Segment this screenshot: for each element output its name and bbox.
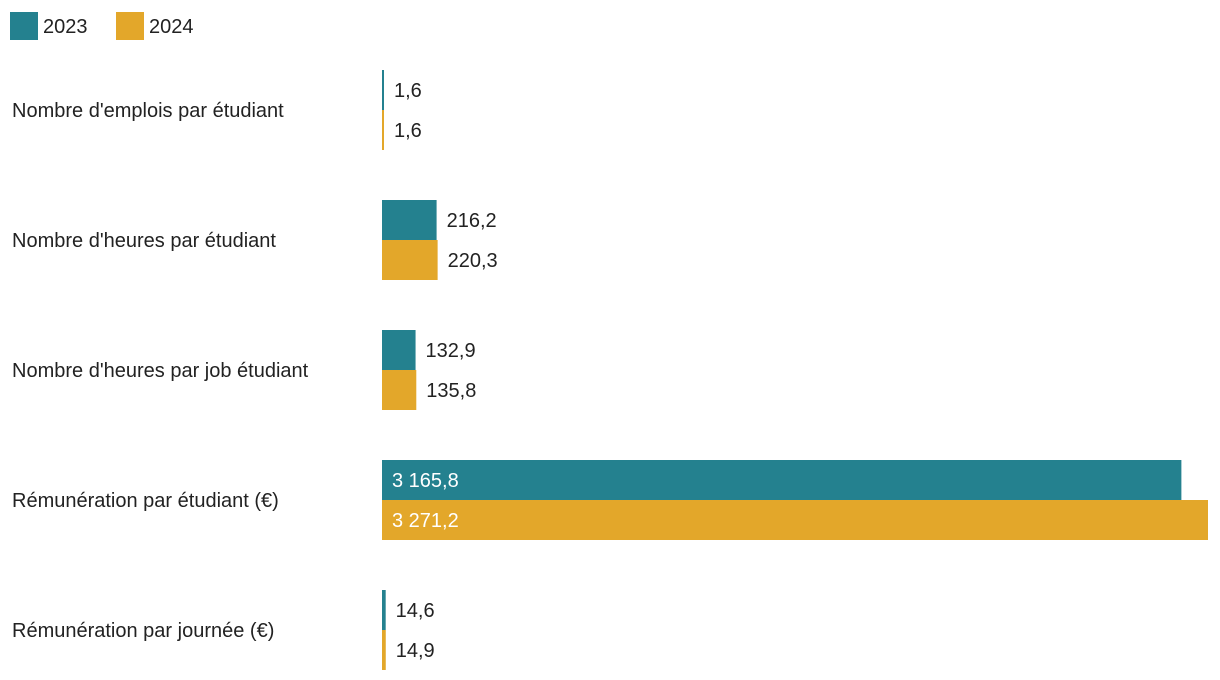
value-label: 14,9	[396, 640, 435, 662]
bar-2023	[382, 330, 416, 370]
category-label: Rémunération par journée (€)	[12, 620, 274, 642]
bar-2024	[382, 370, 417, 410]
bar-2024	[382, 500, 1208, 540]
value-label: 132,9	[426, 340, 476, 362]
value-label: 1,6	[394, 80, 422, 102]
bar-2024	[382, 110, 384, 150]
category-label: Nombre d'heures par étudiant	[12, 230, 276, 252]
category-label: Nombre d'emplois par étudiant	[12, 100, 284, 122]
value-label: 14,6	[396, 600, 435, 622]
bar-2023	[382, 460, 1182, 500]
legend-label-2024: 2024	[149, 16, 194, 38]
category-label: Rémunération par étudiant (€)	[12, 490, 279, 512]
value-label: 216,2	[447, 210, 497, 232]
legend-swatch-2023	[10, 12, 38, 40]
value-label: 220,3	[448, 250, 498, 272]
bar-2024	[382, 630, 386, 670]
bar-2023	[382, 200, 437, 240]
category-label: Nombre d'heures par job étudiant	[12, 360, 309, 382]
value-label: 3 165,8	[392, 470, 459, 492]
value-label: 1,6	[394, 120, 422, 142]
bar-2023	[382, 70, 384, 110]
value-label: 135,8	[426, 380, 476, 402]
bar-2024	[382, 240, 438, 280]
value-label: 3 271,2	[392, 510, 459, 532]
legend-label-2023: 2023	[43, 16, 88, 38]
legend-swatch-2024	[116, 12, 144, 40]
bar-2023	[382, 590, 386, 630]
